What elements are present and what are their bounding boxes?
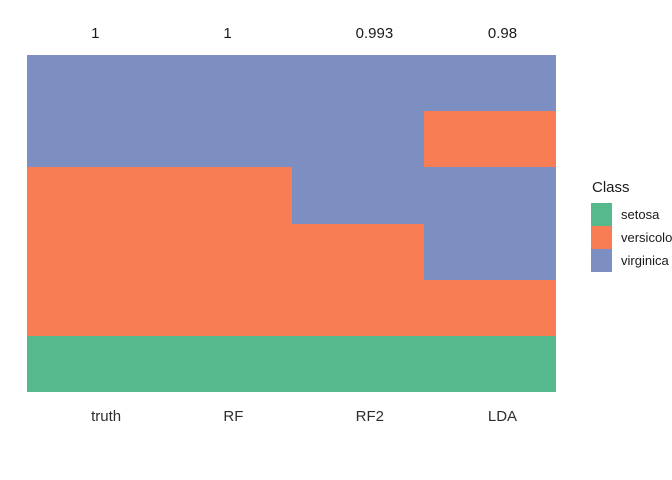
tile-virginica (291, 111, 424, 168)
legend-label-setosa: setosa (621, 207, 660, 222)
x-axis-label-rf2: RF2 (355, 408, 384, 425)
x-label-cell-rf2: RF2 (292, 408, 424, 426)
x-axis-label-truth: truth (91, 408, 122, 425)
legend-title: Class (592, 179, 630, 196)
x-label-cell-rf: RF (159, 408, 291, 426)
score-label-rf: 1 (223, 25, 232, 42)
score-label-cell-lda: 0.98 (424, 25, 556, 43)
tile-versicolor (159, 279, 292, 336)
legend-swatch-setosa (591, 203, 612, 226)
score-label-truth: 1 (91, 25, 100, 42)
tile-versicolor (423, 111, 556, 168)
tile-virginica (423, 55, 556, 112)
legend-label-versicolor: versicolor (621, 230, 672, 245)
score-label-rf2: 0.993 (355, 25, 394, 42)
tile-virginica (423, 167, 556, 224)
column-rf (159, 55, 292, 393)
legend-label-virginica: virginica (621, 253, 669, 268)
legend-item-setosa: setosa (591, 203, 672, 226)
legend-item-virginica: virginica (591, 249, 672, 272)
tile-setosa (27, 335, 160, 393)
x-axis-label-lda: LDA (487, 408, 518, 425)
tile-versicolor (423, 279, 556, 336)
tile-virginica (27, 55, 160, 112)
x-label-cell-truth: truth (27, 408, 159, 426)
tile-virginica (159, 55, 292, 112)
tile-setosa (159, 335, 292, 393)
tile-versicolor (27, 279, 160, 336)
score-label-lda: 0.98 (487, 25, 518, 42)
legend-item-versicolor: versicolor (591, 226, 672, 249)
tile-versicolor (159, 223, 292, 280)
tile-versicolor (159, 167, 292, 224)
tile-setosa (291, 335, 424, 393)
tile-virginica (159, 111, 292, 168)
tile-setosa (423, 335, 556, 393)
tile-versicolor (291, 279, 424, 336)
plot-panel (27, 55, 556, 393)
score-label-cell-rf2: 0.993 (292, 25, 424, 43)
score-label-cell-rf: 1 (159, 25, 291, 43)
tile-versicolor (27, 167, 160, 224)
legend: Class setosa versicolor virginica (591, 179, 672, 272)
x-axis-label-rf: RF (223, 408, 244, 425)
column-rf2 (291, 55, 424, 393)
tile-virginica (27, 111, 160, 168)
top-score-labels-row: 1 1 0.993 0.98 (27, 25, 556, 43)
x-axis-labels-row: truth RF RF2 LDA (27, 408, 556, 426)
column-lda (423, 55, 556, 393)
tile-virginica (291, 55, 424, 112)
x-label-cell-lda: LDA (424, 408, 556, 426)
tile-versicolor (27, 223, 160, 280)
legend-swatch-versicolor (591, 226, 612, 249)
tile-virginica (291, 167, 424, 224)
score-label-cell-truth: 1 (27, 25, 159, 43)
column-truth (27, 55, 160, 393)
tile-virginica (423, 223, 556, 280)
legend-swatch-virginica (591, 249, 612, 272)
tile-versicolor (291, 223, 424, 280)
